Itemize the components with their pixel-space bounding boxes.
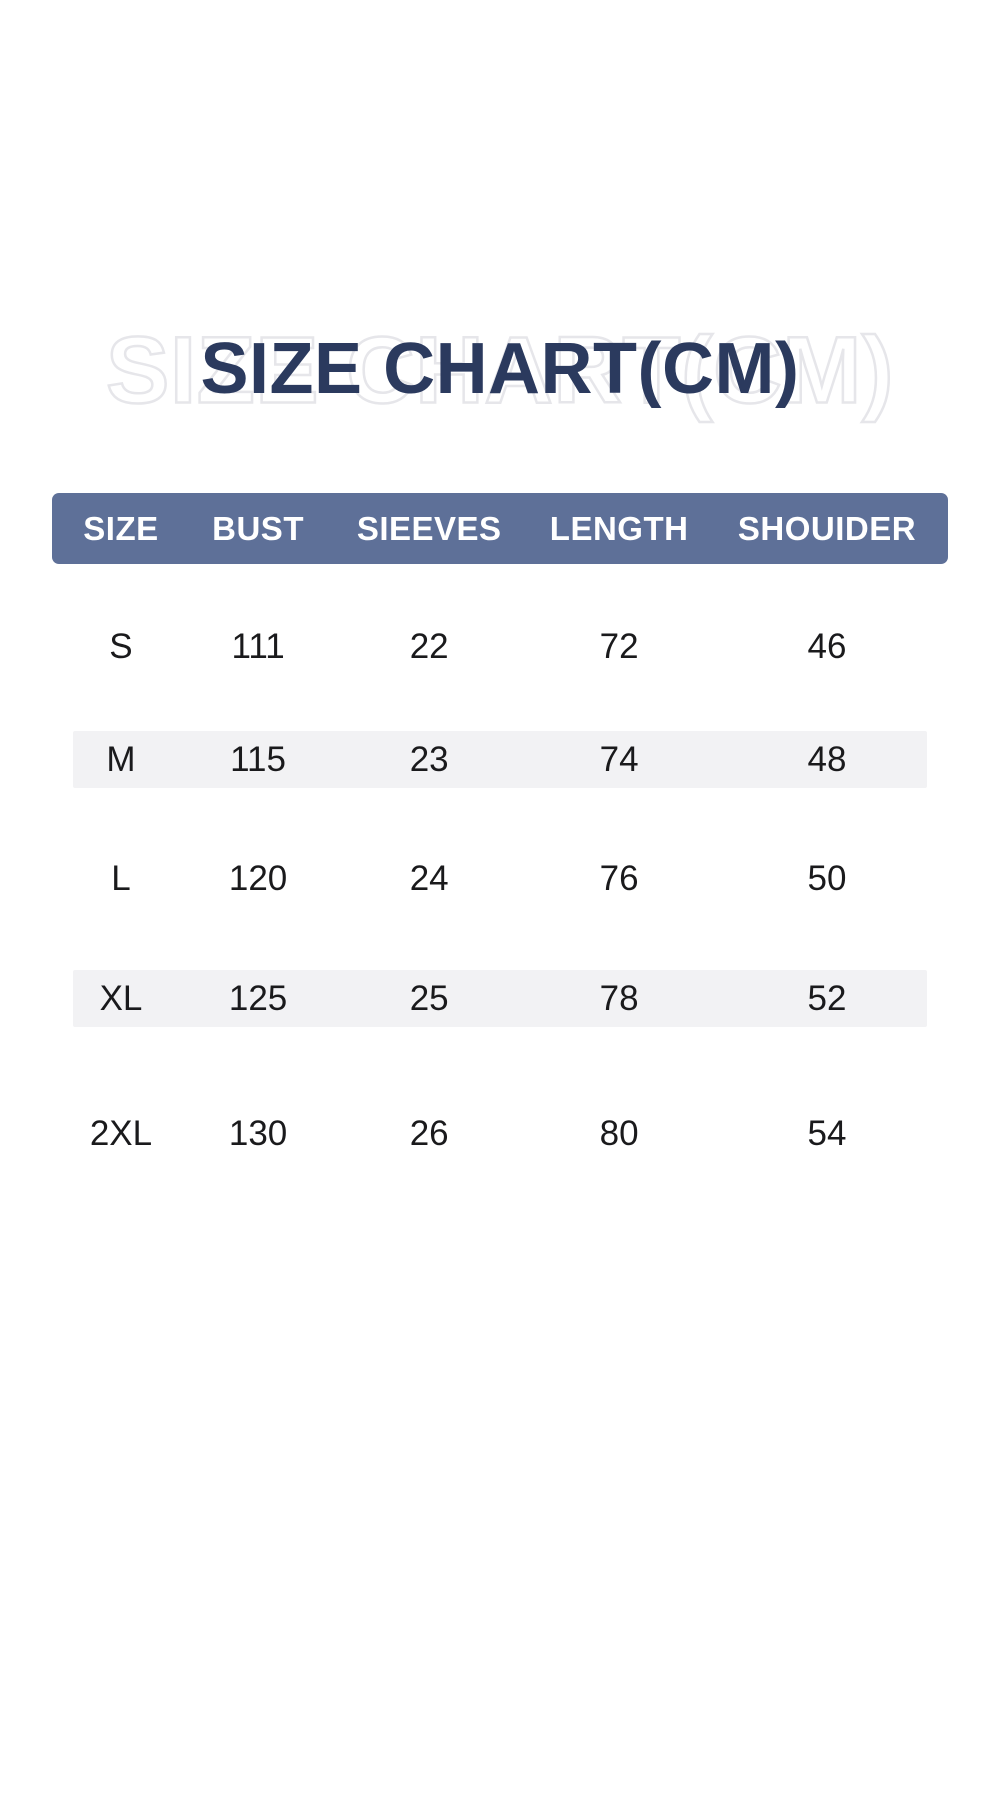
table-header-row: SIZE BUST SIEEVES LENGTH SHOUIDER (52, 493, 948, 564)
title-echo-text: SIZE CHART(CM) (105, 316, 895, 425)
table-cell: L (111, 858, 131, 898)
table-cell: 125 (228, 978, 288, 1018)
table-cell: 25 (409, 978, 449, 1018)
table-cell: M (106, 739, 136, 779)
table-cell: 26 (409, 1113, 449, 1153)
table-row-2xl: 2XL 130 26 80 54 (52, 1105, 948, 1162)
table-row-s: S 111 22 72 46 (52, 618, 948, 675)
table-cell: 52 (807, 978, 847, 1018)
table-cell: 23 (409, 739, 449, 779)
table-cell: 76 (599, 858, 639, 898)
table-cell: 46 (807, 626, 847, 666)
table-row-m: M 115 23 74 48 (52, 731, 948, 788)
table-row-l: L 120 24 76 50 (52, 850, 948, 907)
table-cell: 24 (409, 858, 449, 898)
table-cell: 80 (599, 1113, 639, 1153)
table-cell: 72 (599, 626, 639, 666)
table-cell: 2XL (89, 1113, 153, 1153)
table-cell: 120 (228, 858, 288, 898)
table-cell: 54 (807, 1113, 847, 1153)
table-cell: 130 (228, 1113, 288, 1153)
table-cell: 74 (599, 739, 639, 779)
table-cell: S (109, 626, 133, 666)
table-row-xl: XL 125 25 78 52 (52, 970, 948, 1027)
header-cell-length: LENGTH (549, 509, 689, 547)
size-chart-table: SIZE BUST SIEEVES LENGTH SHOUIDER S 111 … (52, 493, 948, 1162)
table-cell: 111 (231, 626, 285, 666)
table-cell: 22 (409, 626, 449, 666)
title-section: SIZE CHART(CM) SIZE CHART(CM) (0, 308, 1000, 430)
header-cell-size: SIZE (83, 509, 159, 547)
header-cell-bust: BUST (212, 509, 304, 547)
page-title: SIZE CHART(CM) (200, 329, 800, 409)
table-cell: 115 (230, 739, 286, 779)
table-cell: 50 (807, 858, 847, 898)
table-cell: 78 (599, 978, 639, 1018)
header-cell-shoulder: SHOUIDER (737, 509, 917, 547)
header-cell-sleeves: SIEEVES (356, 509, 502, 547)
table-cell: 48 (807, 739, 847, 779)
table-cell: XL (99, 978, 143, 1018)
